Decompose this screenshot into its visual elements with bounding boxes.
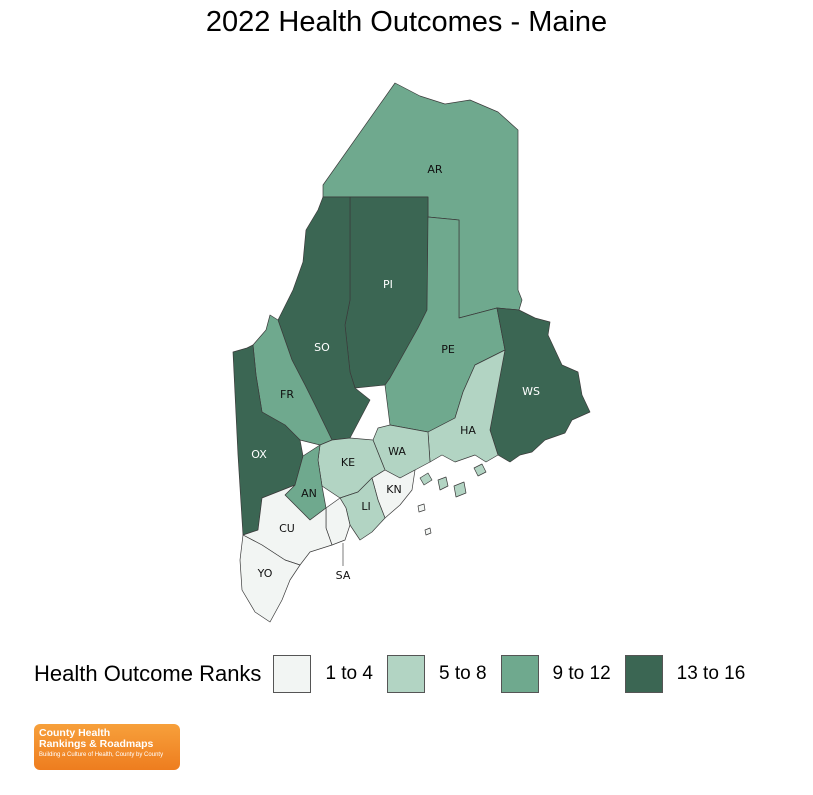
island	[424, 527, 432, 536]
legend-item: 9 to 12	[500, 655, 611, 693]
label-FR: FR	[280, 388, 294, 401]
legend-label: 13 to 16	[676, 663, 746, 684]
legend-label: 5 to 8	[438, 663, 487, 684]
label-YO: YO	[257, 567, 273, 580]
label-CU: CU	[279, 522, 295, 535]
logo-line-1: County Health	[39, 727, 111, 739]
island	[453, 481, 467, 498]
label-SO: SO	[314, 341, 330, 354]
label-OX: OX	[251, 448, 267, 461]
logo-line-2: Rankings & Roadmaps	[39, 738, 154, 750]
county-YO[interactable]	[239, 534, 301, 623]
island	[419, 472, 433, 486]
legend-item: 1 to 4	[273, 655, 373, 693]
legend-swatch	[386, 655, 425, 693]
legend: Health Outcome Ranks 1 to 4 5 to 8 9 to …	[34, 652, 759, 696]
label-HA: HA	[460, 424, 476, 437]
map-title: 2022 Health Outcomes - Maine	[205, 6, 608, 38]
legend-item: 13 to 16	[624, 655, 746, 693]
label-PI: PI	[383, 278, 393, 291]
label-AN: AN	[301, 487, 317, 500]
maine-county-map: AR PI SO PE WS FR OX HA WA KE AN KN LI C…	[232, 82, 591, 623]
logo-tagline: Building a Culture of Health, County by …	[39, 752, 164, 758]
legend-item: 5 to 8	[386, 655, 487, 693]
legend-label: 1 to 4	[325, 663, 373, 684]
island	[473, 463, 487, 477]
label-AR: AR	[427, 163, 443, 176]
legend-swatch	[624, 655, 663, 693]
legend-label: 9 to 12	[552, 663, 611, 684]
island	[437, 476, 449, 491]
legend-swatch	[273, 655, 312, 693]
legend-swatch	[500, 655, 539, 693]
label-KN: KN	[386, 483, 401, 496]
county-health-rankings-logo: County Health Rankings & Roadmaps Buildi…	[34, 724, 180, 770]
county-WS[interactable]	[489, 307, 591, 463]
legend-title: Health Outcome Ranks	[34, 661, 262, 686]
label-PE: PE	[441, 343, 455, 356]
label-WS: WS	[522, 385, 540, 398]
label-KE: KE	[341, 456, 355, 469]
island	[417, 503, 426, 513]
label-SA: SA	[336, 569, 351, 582]
label-LI: LI	[361, 500, 370, 513]
label-WA: WA	[388, 445, 406, 458]
county-HA[interactable]	[427, 349, 506, 463]
